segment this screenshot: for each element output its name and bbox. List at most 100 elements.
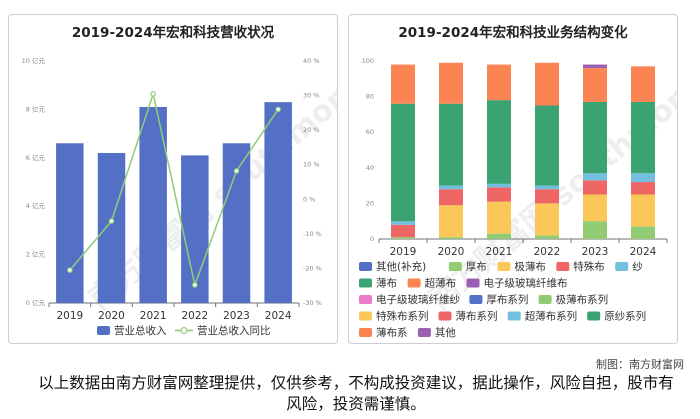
structure-chart-title: 2019-2024年宏和科技业务结构变化 bbox=[398, 25, 628, 41]
stacked-bar-segment bbox=[391, 224, 415, 238]
structure-chart-svg: 0 20 40 60 80 100 2019 2020 2021 2022 2023 2024 其他(补… bbox=[359, 57, 668, 339]
stacked-bar-segment bbox=[583, 221, 607, 239]
left-y-tick-label: 8 亿元 bbox=[26, 104, 46, 113]
right-y-tick-label: 20 % bbox=[303, 126, 320, 134]
y-tick-label: 60 bbox=[366, 128, 374, 136]
yoy-growth-point bbox=[275, 106, 281, 113]
stacked-bar-segment bbox=[583, 180, 607, 195]
y-tick-label: 20 bbox=[366, 199, 374, 207]
stacked-bar-segment bbox=[631, 194, 655, 227]
x-tick-label: 2024 bbox=[265, 310, 292, 322]
stacked-bar-segment bbox=[631, 173, 655, 183]
legend-label: 其他 bbox=[435, 326, 456, 339]
legend-swatch bbox=[587, 311, 601, 321]
legend-label: 超薄布系列 bbox=[525, 310, 578, 323]
stacked-bar-segment bbox=[631, 101, 655, 174]
stacked-bar-segment bbox=[391, 64, 415, 104]
yoy-growth-point bbox=[108, 218, 115, 224]
right-y-tick-label: 30 % bbox=[303, 92, 320, 100]
stacked-bar-segment bbox=[535, 235, 559, 239]
legend-label: 特殊布 bbox=[573, 260, 605, 273]
legend-swatch bbox=[359, 295, 372, 304]
stacked-bar-segment bbox=[583, 68, 607, 102]
y-tick-label: 100 bbox=[362, 57, 374, 65]
revenue-chart-title: 2019-2024年宏和科技营收状况 bbox=[71, 25, 275, 41]
legend-label: 厚布 bbox=[466, 261, 487, 273]
stacked-bar-segment bbox=[391, 103, 415, 222]
stacked-bar-segment bbox=[487, 100, 511, 184]
stacked-bar-segment bbox=[487, 233, 511, 239]
stacked-bar-segment bbox=[439, 237, 463, 239]
revenue-chart-svg: 0 亿元 2 亿元 4 亿元 6 亿元 8 亿元 10 亿元 -30 % -20 % -10 %… bbox=[22, 56, 322, 337]
legend-swatch bbox=[359, 311, 372, 321]
legend-swatch bbox=[615, 262, 629, 271]
stacked-bar-segment bbox=[535, 105, 559, 186]
legend-swatch bbox=[507, 311, 521, 321]
stacked-bar-segment bbox=[583, 101, 607, 174]
revenue-bar bbox=[97, 152, 126, 303]
legend-swatch bbox=[359, 328, 372, 337]
chart-credit: 制图：南方财富网 bbox=[596, 358, 684, 371]
legend-label-yoy: 营业总收入同比 bbox=[197, 324, 271, 337]
left-y-tick-label: 4 亿元 bbox=[26, 201, 46, 210]
left-y-tick-label: 10 亿元 bbox=[22, 56, 46, 65]
y-tick-label: 40 bbox=[366, 164, 374, 172]
legend-swatch bbox=[497, 262, 511, 271]
legend-swatch bbox=[417, 328, 431, 337]
stacked-bar-segment bbox=[631, 226, 655, 239]
right-y-tick-label: 10 % bbox=[303, 161, 320, 169]
revenue-bar bbox=[264, 102, 292, 303]
legend-label: 电子级玻璃纤维布 bbox=[484, 277, 568, 290]
x-tick-label: 2019 bbox=[390, 246, 417, 258]
legend-label: 薄布系 bbox=[376, 326, 408, 339]
yoy-growth-point bbox=[67, 267, 73, 273]
legend-label: 厚布系列 bbox=[486, 293, 528, 306]
left-y-tick-label: 6 亿元 bbox=[26, 153, 46, 162]
legend-label: 薄布系列 bbox=[456, 310, 498, 323]
stacked-bar-segment bbox=[535, 203, 559, 236]
right-y-tick-label: 40 % bbox=[303, 57, 320, 65]
revenue-chart-panel: 2019-2024年宏和科技营收状况 南方财富网 southmoney.com … bbox=[8, 14, 338, 344]
yoy-growth-point bbox=[192, 282, 198, 288]
stacked-bar-segment bbox=[439, 205, 463, 238]
legend-swatch bbox=[556, 262, 570, 271]
revenue-bar bbox=[139, 106, 167, 303]
x-tick-label: 2023 bbox=[582, 246, 609, 258]
revenue-bar bbox=[222, 143, 251, 303]
stacked-bar-segment bbox=[631, 66, 655, 102]
x-tick-label: 2020 bbox=[98, 310, 125, 322]
revenue-bar bbox=[56, 143, 84, 303]
structure-chart-panel: 2019-2024年宏和科技业务结构变化 南方财富网 southmoney.co… bbox=[348, 14, 678, 344]
legend-label: 极薄布系列 bbox=[556, 293, 609, 306]
stacked-bar-segment bbox=[439, 189, 463, 206]
stacked-bar-segment bbox=[391, 221, 415, 225]
legend-label-revenue: 营业总收入 bbox=[114, 324, 167, 337]
stacked-bar-segment bbox=[583, 194, 607, 222]
legend-swatch-yoy-point bbox=[180, 326, 188, 335]
y-tick-label: 0 bbox=[370, 235, 374, 243]
right-y-tick-label: -10 % bbox=[303, 230, 322, 238]
stacked-bar-segment bbox=[487, 64, 511, 101]
legend-swatch bbox=[448, 262, 462, 271]
legend-label: 其他(补充) bbox=[376, 260, 426, 273]
left-y-tick-label: 2 亿元 bbox=[26, 250, 46, 259]
stacked-bar-segment bbox=[583, 173, 607, 181]
legend-swatch bbox=[359, 278, 372, 288]
legend-label: 极薄布 bbox=[514, 260, 546, 273]
yoy-growth-point bbox=[150, 91, 156, 97]
legend-label: 原纱系列 bbox=[604, 310, 646, 323]
right-y-tick-label: -30 % bbox=[303, 299, 322, 307]
x-tick-label: 2021 bbox=[140, 310, 167, 322]
legend-swatch bbox=[466, 278, 480, 288]
stacked-bar-segment bbox=[535, 185, 559, 190]
x-tick-label: 2022 bbox=[181, 310, 208, 322]
x-tick-label: 2019 bbox=[56, 310, 83, 322]
stacked-bar-segment bbox=[439, 103, 463, 186]
legend-swatch bbox=[438, 311, 452, 321]
legend-swatch-revenue bbox=[97, 326, 110, 335]
legend-swatch bbox=[469, 295, 483, 304]
disclaimer-text: 以上数据由南方财富网整理提供，仅供参考，不构成投资建议，据此操作，风险自担，股市… bbox=[38, 374, 674, 413]
stacked-bar-segment bbox=[439, 62, 463, 104]
x-tick-label: 2020 bbox=[438, 246, 465, 258]
revenue-bar bbox=[181, 155, 209, 303]
